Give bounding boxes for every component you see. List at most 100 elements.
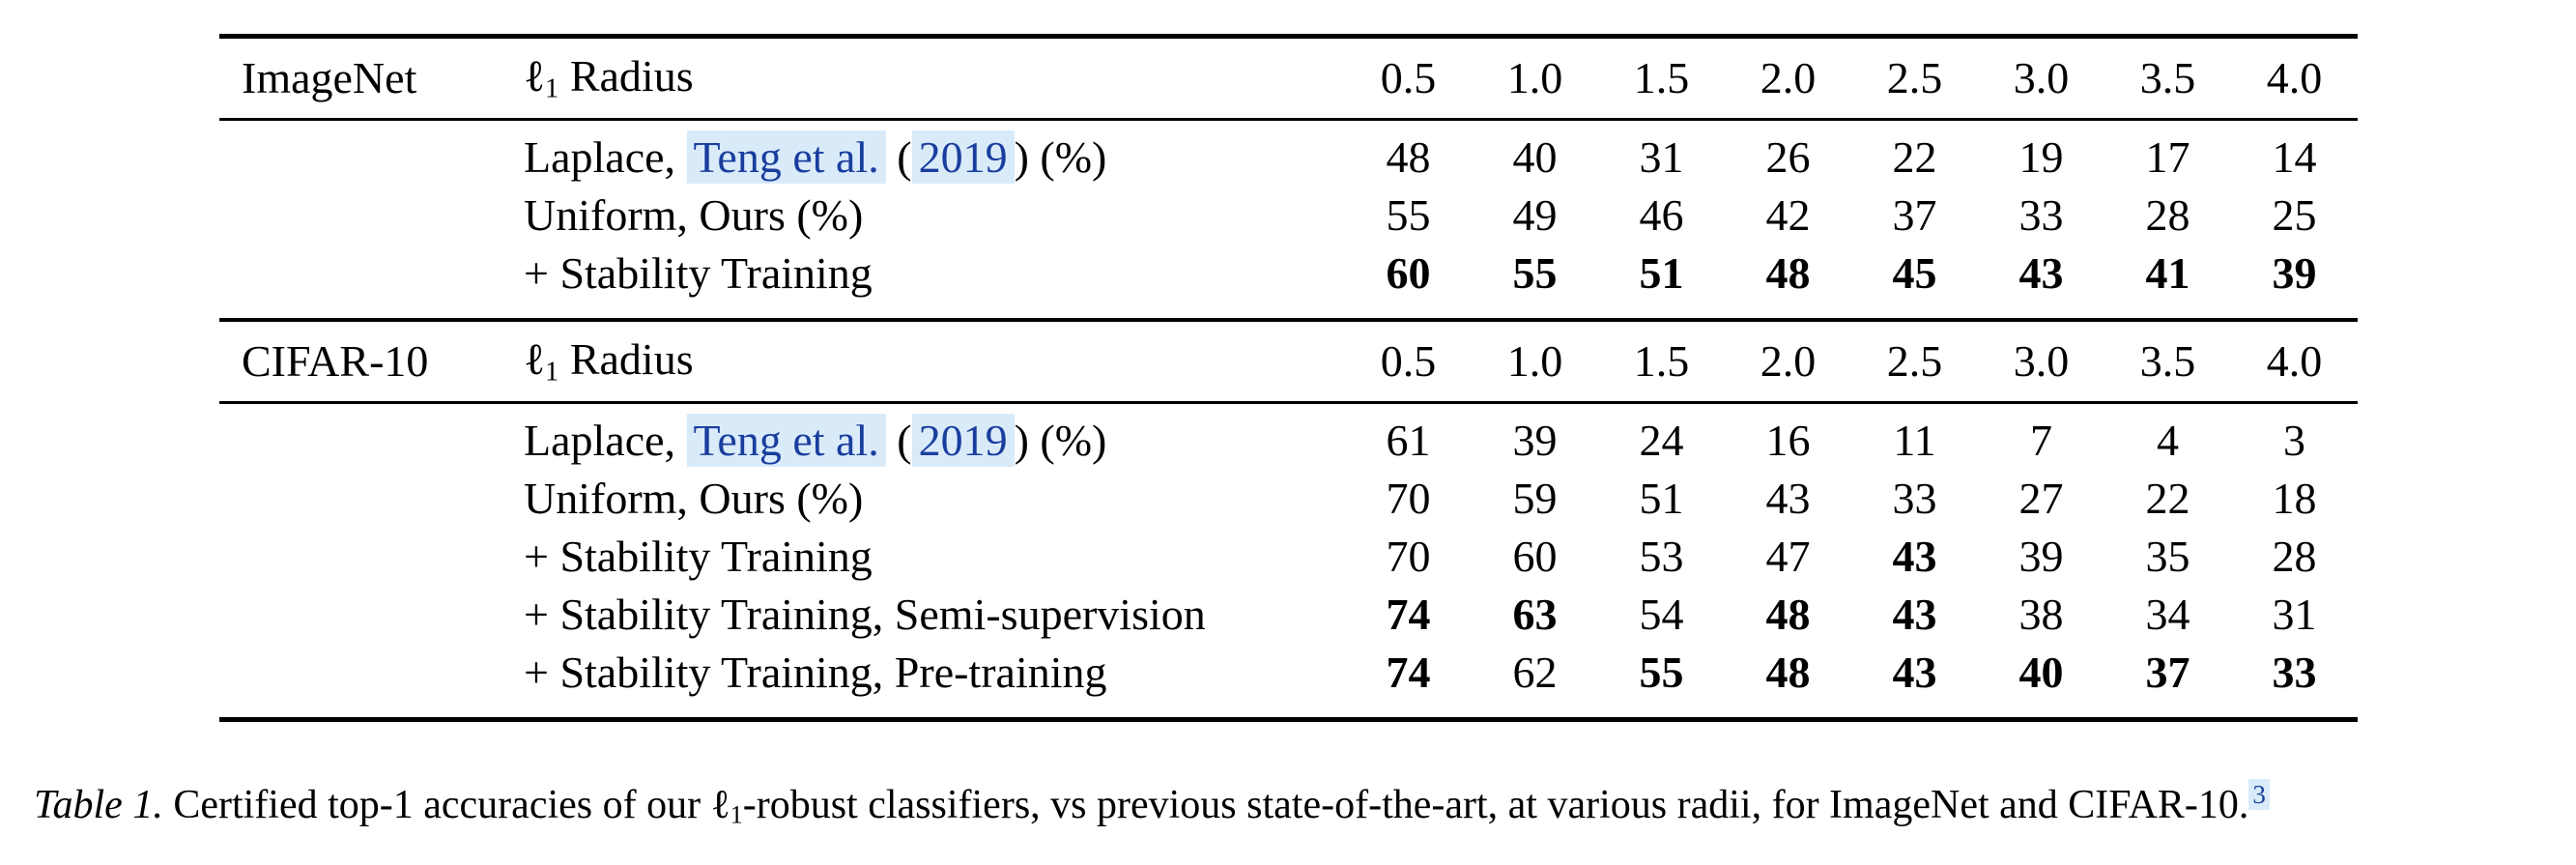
caption-text: Certified top-1 accuracies of our <box>162 783 711 827</box>
accuracy-value: 70 <box>1386 532 1431 581</box>
accuracy-value: 46 <box>1639 190 1684 240</box>
row-label: Laplace, Teng et al. (2019) (%) <box>524 130 1345 184</box>
radius-header-label: ℓ1 Radius <box>524 50 1345 103</box>
table-row: + Stability Training, Semi-supervision 74… <box>219 586 2358 644</box>
table-caption: Table 1. Certified top-1 accuracies of o… <box>34 779 2270 831</box>
accuracy-value: 42 <box>1765 190 1811 240</box>
accuracy-value: 18 <box>2272 474 2317 523</box>
ell-subscript: 1 <box>545 72 559 103</box>
table-row: Laplace, Teng et al. (2019) (%) 61 39 24 16 1… <box>219 412 2358 470</box>
row-label-text: Uniform, Ours (%) <box>524 190 864 240</box>
row-label-text: + Stability Training, Pre-training <box>524 648 1107 697</box>
header-rule <box>219 118 2358 121</box>
accuracy-value: 28 <box>2145 190 2190 240</box>
row-label-text: + Stability Training <box>524 532 873 581</box>
radius-value: 1.5 <box>1633 53 1690 102</box>
accuracy-value: 14 <box>2272 132 2317 182</box>
row-label-text: + Stability Training <box>524 248 873 298</box>
table-row: Uniform, Ours (%) 55 49 46 42 37 33 28 25 <box>219 187 2358 245</box>
caption-text: ℓ <box>710 783 730 827</box>
table-row: + Stability Training, Pre-training 74 62 55… <box>219 644 2358 702</box>
accuracy-value: 11 <box>1893 416 1936 465</box>
row-label: Uniform, Ours (%) <box>524 476 1345 521</box>
accuracy-value: 51 <box>1639 248 1684 298</box>
accuracy-value: 26 <box>1765 132 1811 182</box>
ell-symbol: ℓ <box>524 50 546 101</box>
accuracy-value: 55 <box>1512 248 1558 298</box>
accuracy-value: 3 <box>2283 416 2305 465</box>
radius-value: 3.0 <box>2013 53 2070 102</box>
accuracy-value: 39 <box>2018 532 2064 581</box>
row-label: + Stability Training <box>524 534 1345 579</box>
accuracy-value: 51 <box>1639 474 1684 523</box>
accuracy-value: 28 <box>2272 532 2317 581</box>
section-body: Laplace, Teng et al. (2019) (%) 48 40 31 26 2… <box>219 121 2358 318</box>
section-body: Laplace, Teng et al. (2019) (%) 61 39 24 16 1… <box>219 404 2358 717</box>
radius-value: 3.0 <box>2013 336 2070 386</box>
accuracy-value: 39 <box>2272 248 2317 298</box>
header-rule <box>219 401 2358 404</box>
row-label: + Stability Training <box>524 251 1345 296</box>
row-label: + Stability Training, Semi-supervision <box>524 592 1345 637</box>
accuracy-value: 43 <box>1765 474 1811 523</box>
accuracy-value: 43 <box>1892 648 1937 697</box>
accuracy-value: 60 <box>1386 248 1431 298</box>
section-divider-rule <box>219 318 2358 322</box>
radius-header-label: ℓ1 Radius <box>524 333 1345 387</box>
table-bottom-rule <box>219 717 2358 722</box>
accuracy-value: 48 <box>1386 132 1431 182</box>
radius-value: 2.0 <box>1760 336 1817 386</box>
accuracy-value: 37 <box>2145 648 2190 697</box>
accuracy-value: 22 <box>2145 474 2190 523</box>
citation-link[interactable]: 2019 <box>911 130 1015 184</box>
radius-value: 3.5 <box>2139 336 2196 386</box>
accuracy-value: 48 <box>1765 248 1811 298</box>
row-label-text: ) (%) <box>1014 132 1107 182</box>
accuracy-value: 59 <box>1512 474 1558 523</box>
ell-subscript: 1 <box>545 356 559 387</box>
accuracy-value: 35 <box>2145 532 2190 581</box>
table-row: + Stability Training 60 55 51 48 45 43 41 39 <box>219 245 2358 303</box>
accuracy-value: 45 <box>1892 248 1937 298</box>
accuracy-value: 49 <box>1512 190 1558 240</box>
ell-symbol: ℓ <box>524 333 546 384</box>
row-label-text: Laplace, <box>524 416 687 465</box>
radius-value: 4.0 <box>2266 53 2323 102</box>
row-label-text: ( <box>885 416 912 465</box>
cifar10-section: CIFAR-10 ℓ1 Radius 0.5 1.0 1.5 2.0 2.5 3.0 3.5 4.… <box>219 322 2358 717</box>
accuracy-value: 19 <box>2018 132 2064 182</box>
footnote-link[interactable]: 3 <box>2248 779 2270 810</box>
accuracy-value: 40 <box>1512 132 1558 182</box>
accuracy-value: 55 <box>1386 190 1431 240</box>
row-label-text: + Stability Training, Semi-supervision <box>524 590 1206 639</box>
accuracy-value: 43 <box>1892 590 1937 639</box>
accuracy-value: 70 <box>1386 474 1431 523</box>
row-label: + Stability Training, Pre-training <box>524 650 1345 695</box>
table-header-row: ImageNet ℓ1 Radius 0.5 1.0 1.5 2.0 2.5 3.0 3.5 4.… <box>219 39 2358 118</box>
table-row: Laplace, Teng et al. (2019) (%) 48 40 31 26 2… <box>219 129 2358 187</box>
row-label-text: ) (%) <box>1014 416 1107 465</box>
radius-word: Radius <box>558 333 694 384</box>
row-label: Laplace, Teng et al. (2019) (%) <box>524 414 1345 467</box>
citation-link[interactable]: Teng et al. <box>686 130 886 184</box>
accuracy-value: 43 <box>1892 532 1937 581</box>
citation-link[interactable]: 2019 <box>911 414 1015 467</box>
radius-value: 0.5 <box>1380 336 1437 386</box>
accuracy-value: 55 <box>1639 648 1684 697</box>
accuracy-value: 41 <box>2145 248 2190 298</box>
accuracy-value: 61 <box>1386 416 1431 465</box>
accuracy-value: 33 <box>2018 190 2064 240</box>
accuracy-value: 39 <box>1512 416 1558 465</box>
accuracy-value: 62 <box>1512 648 1558 697</box>
table-row: Uniform, Ours (%) 70 59 51 43 33 27 22 18 <box>219 470 2358 528</box>
row-label-text: ( <box>885 132 912 182</box>
caption-label: Table 1. <box>34 783 163 827</box>
radius-value: 3.5 <box>2139 53 2196 102</box>
caption-text: -robust classifiers, vs previous state-o… <box>742 783 2249 827</box>
citation-link[interactable]: Teng et al. <box>686 414 886 467</box>
accuracy-value: 24 <box>1639 416 1684 465</box>
accuracy-value: 40 <box>2018 648 2064 697</box>
radius-value: 2.0 <box>1760 53 1817 102</box>
accuracy-value: 34 <box>2145 590 2190 639</box>
